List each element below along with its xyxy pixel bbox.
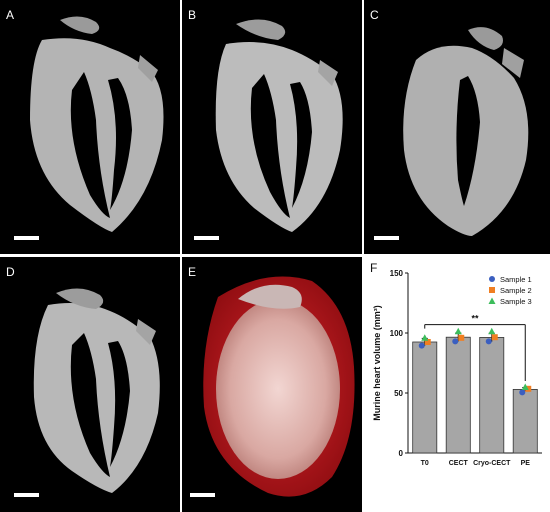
data-point	[488, 327, 496, 335]
data-point	[525, 385, 532, 392]
significance-annotation: **	[471, 314, 479, 324]
panel-label-c: C	[370, 8, 379, 22]
y-tick-label: 150	[390, 269, 404, 278]
bar	[512, 388, 538, 454]
y-tick-label: 50	[394, 389, 403, 398]
legend-label: Sample 3	[500, 297, 532, 306]
bar	[412, 341, 438, 454]
x-tick-label: PE	[521, 460, 531, 467]
data-point	[458, 334, 465, 341]
panel-a: A	[0, 0, 180, 254]
panel-label-f: F	[370, 261, 378, 275]
y-tick-label: 0	[399, 449, 404, 458]
legend-marker	[489, 287, 495, 293]
heart-3d-render-e	[203, 276, 355, 497]
panel-label-d: D	[6, 265, 15, 279]
heart-slice-c	[403, 27, 529, 236]
x-tick-label: T0	[421, 460, 429, 467]
panel-c: C	[364, 0, 550, 254]
data-point	[485, 338, 492, 345]
legend-label: Sample 2	[500, 286, 532, 295]
heart-slice-b	[215, 19, 343, 232]
scale-bar-a	[14, 236, 39, 240]
data-point	[454, 327, 462, 335]
data-point	[519, 389, 526, 396]
panel-d: D	[0, 257, 180, 512]
bar	[445, 336, 471, 454]
panel-label-b: B	[188, 8, 197, 22]
volume-bar-chart: 0 50 100 150 Murine heart volume (mm³) T0 CECT…	[372, 269, 542, 467]
data-point	[424, 339, 431, 345]
legend-label: Sample 1	[500, 275, 532, 284]
panel-label-a: A	[6, 8, 15, 22]
legend-marker	[488, 297, 496, 304]
y-axis-label: Murine heart volume (mm³)	[372, 305, 382, 421]
panel-label-e: E	[188, 265, 197, 279]
x-tick-label: Cryo-CECT	[473, 460, 511, 467]
data-point	[418, 342, 425, 349]
data-point	[452, 338, 459, 345]
y-tick-label: 100	[390, 329, 404, 338]
data-point	[491, 334, 498, 341]
panel-b: B	[182, 0, 362, 254]
heart-slice-a	[30, 16, 164, 233]
scale-bar-b	[194, 236, 219, 240]
scale-bar-c	[374, 236, 399, 240]
heart-slice-d	[33, 288, 160, 493]
panel-e: E	[182, 257, 362, 512]
data-point	[421, 334, 429, 341]
scale-bar-e	[190, 493, 215, 497]
bar	[479, 337, 505, 454]
legend-marker	[489, 276, 495, 282]
panel-f: F 0 50 100 150 Murine heart volume (mm³) T0 CE…	[364, 257, 550, 512]
scale-bar-d	[14, 493, 39, 497]
x-tick-label: CECT	[449, 460, 469, 467]
data-point	[521, 383, 529, 390]
